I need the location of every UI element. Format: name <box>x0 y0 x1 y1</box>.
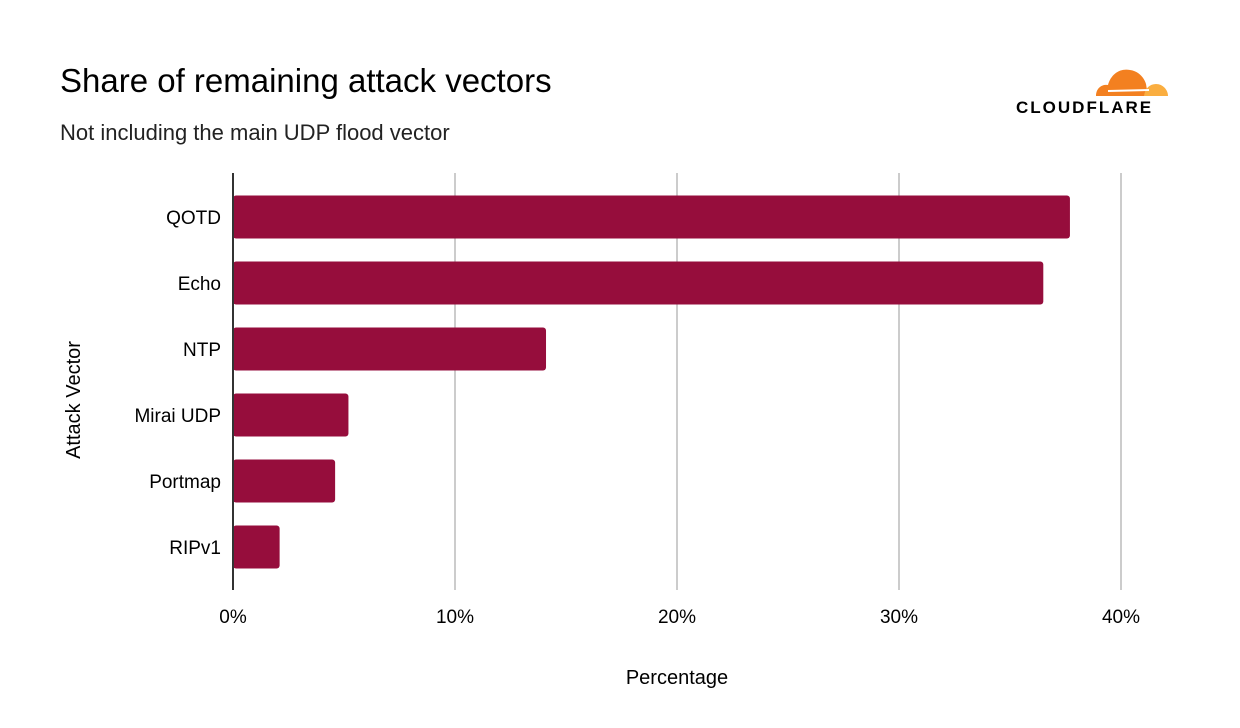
y-tick-label: Portmap <box>149 472 221 493</box>
bar-ntp <box>233 327 547 371</box>
cloud-icon <box>1096 69 1168 96</box>
bar-echo <box>233 261 1044 305</box>
x-tick-label: 30% <box>880 607 918 628</box>
x-axis-title: Percentage <box>626 667 728 689</box>
bar-qotd <box>233 195 1070 239</box>
bar-portmap <box>233 459 336 503</box>
logo-text: CLOUDFLARE <box>1016 98 1154 117</box>
x-tick-label: 40% <box>1102 607 1140 628</box>
x-tick-label: 0% <box>219 607 247 628</box>
chart-subtitle: Not including the main UDP flood vector <box>60 120 450 145</box>
y-axis-title: Attack Vector <box>63 341 85 459</box>
bar-mirai-udp <box>233 393 349 437</box>
cloudflare-logo: CLOUDFLARE <box>1016 62 1171 122</box>
y-tick-label: Echo <box>178 274 221 295</box>
x-tick-label: 20% <box>658 607 696 628</box>
y-tick-label: RIPv1 <box>169 538 221 559</box>
y-tick-label: Mirai UDP <box>134 406 221 427</box>
chart-title: Share of remaining attack vectors <box>60 62 552 99</box>
bar-ripv1 <box>233 525 280 569</box>
y-tick-label: QOTD <box>166 208 221 229</box>
x-tick-label: 10% <box>436 607 474 628</box>
y-tick-label: NTP <box>183 340 221 361</box>
